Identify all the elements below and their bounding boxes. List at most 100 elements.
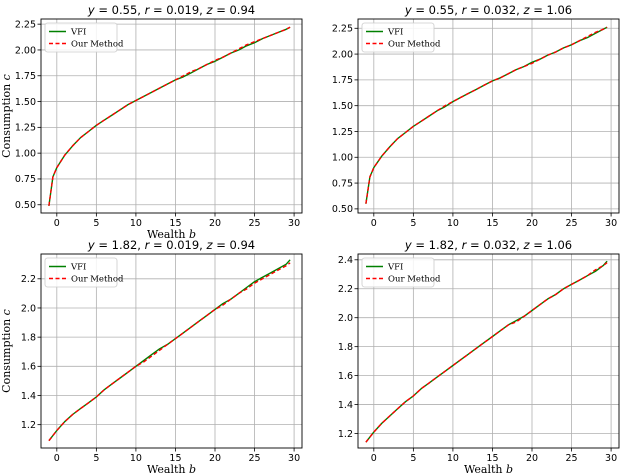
x-tick-label: 10 bbox=[447, 453, 459, 464]
plot-frame bbox=[357, 18, 620, 214]
y-tick-label: 1.4 bbox=[21, 391, 36, 402]
y-axis-label-part: Consumption bbox=[0, 315, 13, 392]
legend-box bbox=[361, 22, 435, 53]
x-axis-label-part: Wealth bbox=[464, 463, 506, 476]
y-tick-label: 1.6 bbox=[21, 362, 36, 373]
chart-title-part: = 1.06 bbox=[530, 3, 573, 17]
x-axis-label-part: b bbox=[189, 228, 196, 241]
y-tick-label: 2.0 bbox=[338, 313, 353, 324]
y-tick-label: 1.8 bbox=[21, 332, 36, 343]
y-axis-label: Consumption c bbox=[0, 309, 13, 393]
series-line-our-method bbox=[48, 26, 291, 206]
chart-title-part: r bbox=[145, 238, 151, 252]
x-tick-label: 15 bbox=[486, 218, 498, 229]
y-axis-label-part: c bbox=[0, 74, 13, 80]
x-tick-label: 5 bbox=[410, 218, 416, 229]
chart-title-part: = 1.82, bbox=[95, 238, 145, 252]
y-tick-label: 2.25 bbox=[332, 24, 353, 35]
chart-title-part: z bbox=[206, 238, 214, 252]
chart-panel-4: 0 5 10 15 20 25 30 1.2 1.4 1.6 1.8 2.0 2.2 2.4 y = 1.8… bbox=[338, 238, 620, 476]
y-tick-label: 1.25 bbox=[15, 123, 36, 134]
x-axis-label-part: b bbox=[189, 463, 196, 476]
y-tick-label: 0.50 bbox=[332, 204, 353, 215]
x-tick-label: 20 bbox=[209, 453, 221, 464]
chart-title-part: y bbox=[87, 3, 95, 17]
y-tick-label: 0.50 bbox=[15, 200, 36, 211]
plot-frame bbox=[40, 253, 303, 449]
y-axis-label-part: c bbox=[0, 309, 13, 315]
chart-title-part: r bbox=[145, 3, 151, 17]
y-tick-label: 2.0 bbox=[21, 303, 36, 314]
chart-title-part: = 0.94 bbox=[213, 238, 256, 252]
y-tick-label: 2.00 bbox=[332, 49, 353, 60]
chart-title: y = 1.82, r = 0.032, z = 1.06 bbox=[404, 238, 572, 252]
legend-box bbox=[44, 22, 118, 53]
y-tick-label: 2.2 bbox=[21, 274, 36, 285]
x-tick-label: 30 bbox=[288, 453, 300, 464]
y-tick-label: 1.75 bbox=[332, 75, 353, 86]
y-tick-label: 1.2 bbox=[338, 429, 353, 440]
chart-title-part: r bbox=[462, 238, 468, 252]
x-tick-label: 5 bbox=[410, 453, 416, 464]
chart-title: y = 1.82, r = 0.019, z = 0.94 bbox=[87, 238, 255, 252]
y-axis-label: Consumption c bbox=[0, 74, 13, 158]
legend-label-our-method: Our Method bbox=[388, 275, 441, 285]
x-tick-label: 20 bbox=[526, 218, 538, 229]
chart-title: y = 0.55, r = 0.019, z = 0.94 bbox=[87, 3, 255, 17]
x-tick-label: 30 bbox=[605, 453, 617, 464]
x-tick-label: 15 bbox=[169, 218, 181, 229]
x-axis-label-part: Wealth bbox=[147, 228, 189, 241]
x-axis-label: Wealth b bbox=[464, 463, 513, 476]
legend-label-our-method: Our Method bbox=[71, 275, 124, 285]
legend-box bbox=[44, 257, 118, 288]
y-tick-label: 1.25 bbox=[332, 127, 353, 138]
x-axis-label-part: Wealth bbox=[147, 463, 189, 476]
y-tick-label: 0.75 bbox=[332, 178, 353, 189]
plot-frame bbox=[357, 253, 620, 449]
x-axis-label: Wealth b bbox=[147, 228, 196, 241]
legend-label-our-method: Our Method bbox=[71, 40, 124, 50]
legend: VFI Our Method bbox=[44, 22, 124, 53]
chart-title-part: = 0.019, bbox=[149, 3, 206, 17]
chart-title-part: y bbox=[404, 3, 412, 17]
chart-panel-2: 0 5 10 15 20 25 30 0.50 0.75 1.00 1.25 1.50 1.75 2.00… bbox=[332, 3, 620, 229]
x-tick-label: 0 bbox=[54, 218, 60, 229]
chart-title-part: = 0.032, bbox=[466, 3, 523, 17]
x-axis-label-part: b bbox=[506, 463, 513, 476]
x-tick-label: 0 bbox=[371, 218, 377, 229]
y-tick-label: 2.25 bbox=[15, 19, 36, 30]
chart-title-part: = 0.019, bbox=[149, 238, 206, 252]
x-tick-label: 30 bbox=[288, 218, 300, 229]
chart-title-part: y bbox=[87, 238, 95, 252]
x-tick-label: 0 bbox=[371, 453, 377, 464]
x-tick-label: 5 bbox=[93, 453, 99, 464]
legend-label-our-method: Our Method bbox=[388, 40, 441, 50]
x-tick-label: 25 bbox=[248, 453, 260, 464]
x-tick-label: 5 bbox=[93, 218, 99, 229]
x-tick-label: 0 bbox=[54, 453, 60, 464]
chart-title-part: z bbox=[206, 3, 214, 17]
y-tick-label: 1.50 bbox=[332, 101, 353, 112]
chart-title-part: = 0.032, bbox=[466, 238, 523, 252]
legend-box bbox=[361, 257, 435, 288]
legend: VFI Our Method bbox=[361, 257, 441, 288]
legend-label-vfi: VFI bbox=[387, 28, 403, 38]
y-tick-label: 1.6 bbox=[338, 371, 353, 382]
y-tick-label: 1.00 bbox=[332, 153, 353, 164]
legend-label-vfi: VFI bbox=[70, 263, 86, 273]
chart-title-part: y bbox=[404, 238, 412, 252]
y-tick-label: 1.2 bbox=[21, 420, 36, 431]
x-tick-label: 15 bbox=[486, 453, 498, 464]
chart-title-part: z bbox=[523, 238, 531, 252]
x-tick-label: 25 bbox=[565, 218, 577, 229]
plot-frame bbox=[40, 18, 303, 214]
x-axis-label: Wealth b bbox=[147, 463, 196, 476]
y-axis-label-part: Consumption bbox=[0, 80, 13, 157]
legend: VFI Our Method bbox=[361, 22, 441, 53]
x-tick-label: 10 bbox=[130, 453, 142, 464]
x-tick-label: 15 bbox=[169, 453, 181, 464]
x-tick-label: 30 bbox=[605, 218, 617, 229]
series-line-our-method bbox=[48, 262, 291, 442]
